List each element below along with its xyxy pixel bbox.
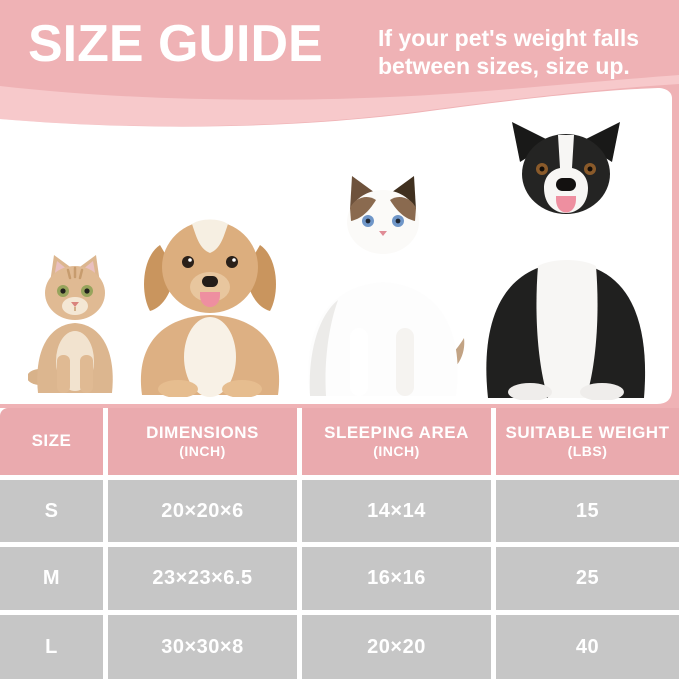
- cell-value: 14×14: [367, 499, 426, 522]
- column-title: SIZE: [31, 431, 72, 451]
- cell-value: 40: [575, 635, 600, 658]
- column-header-suitable-weight: SUITABLE WEIGHT (LBS): [496, 408, 679, 475]
- column-subtitle: (LBS): [567, 443, 608, 460]
- table-row-l-suitable-weight: 40: [496, 615, 679, 679]
- cell-value: 15: [575, 499, 600, 522]
- cell-value: 20×20×6: [161, 499, 244, 522]
- subtitle-line-2: between sizes, size up.: [378, 53, 630, 80]
- cell-value: S: [44, 499, 59, 522]
- table-row-l-sleeping-area: 20×20: [302, 615, 491, 679]
- ragdoll-cat-image: [308, 176, 465, 396]
- table-row-s-sleeping-area: 14×14: [302, 480, 491, 542]
- column-title: DIMENSIONS: [146, 422, 259, 442]
- column-header-sleeping-area: SLEEPING AREA (INCH): [302, 408, 491, 475]
- column-header-size: SIZE: [0, 408, 103, 475]
- column-title: SLEEPING AREA: [324, 422, 469, 442]
- page-title: SIZE GUIDE: [28, 15, 323, 73]
- column-subtitle: (INCH): [179, 443, 226, 460]
- table-row-s-dimensions: 20×20×6: [108, 480, 297, 542]
- subtitle-line-1: If your pet's weight falls: [378, 25, 640, 51]
- subtitle: If your pet's weight falls between sizes…: [378, 24, 639, 80]
- cell-value: 25: [575, 567, 600, 589]
- table-row-m-sleeping-area: 16×16: [302, 547, 491, 610]
- border-collie-image: [486, 122, 646, 400]
- small-cat-image: [28, 255, 113, 393]
- cell-value: 20×20: [367, 635, 426, 658]
- cell-value: L: [45, 635, 58, 658]
- table-row-m-suitable-weight: 25: [496, 547, 679, 610]
- size-table: SIZE DIMENSIONS (INCH) SLEEPING AREA (IN…: [0, 408, 679, 679]
- column-header-dimensions: DIMENSIONS (INCH): [108, 408, 297, 475]
- column-subtitle: (INCH): [373, 443, 420, 460]
- table-row-s-size: S: [0, 480, 103, 542]
- table-row-l-dimensions: 30×30×8: [108, 615, 297, 679]
- column-title: SUITABLE WEIGHT: [505, 422, 670, 442]
- cell-value: 30×30×8: [161, 635, 244, 658]
- cell-value: 23×23×6.5: [152, 567, 253, 589]
- puppy-image: [140, 219, 280, 397]
- cell-value: 16×16: [367, 567, 426, 589]
- table-row-m-dimensions: 23×23×6.5: [108, 547, 297, 610]
- table-row-m-size: M: [0, 547, 103, 610]
- table-row-s-suitable-weight: 15: [496, 480, 679, 542]
- cell-value: M: [42, 567, 61, 589]
- table-row-l-size: L: [0, 615, 103, 679]
